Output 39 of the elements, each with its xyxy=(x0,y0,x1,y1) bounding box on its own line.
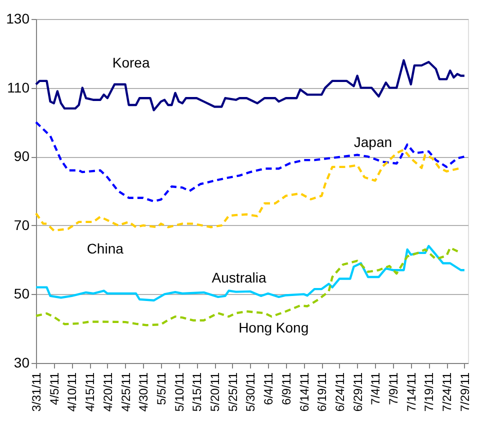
x-tick-label: 5/10/11 xyxy=(172,372,186,412)
x-tick-label: 5/15/11 xyxy=(190,372,204,412)
series-label: Japan xyxy=(354,134,392,150)
y-tick-label: 50 xyxy=(14,286,30,302)
x-tick-label: 6/19/11 xyxy=(315,372,330,412)
x-tick-label: 4/10/11 xyxy=(65,372,80,412)
y-tick-label: 130 xyxy=(6,10,30,26)
x-tick-label: 7/4/11 xyxy=(368,372,383,405)
x-tick-label: 5/20/11 xyxy=(208,372,222,412)
x-tick-label: 7/24/11 xyxy=(440,372,454,412)
x-tick-label: 4/20/11 xyxy=(100,372,115,412)
x-tick-label: 6/9/11 xyxy=(279,372,294,405)
x-tick-label: 7/29/11 xyxy=(458,372,472,412)
x-tick-label: 4/25/11 xyxy=(118,372,133,412)
x-tick-label: 4/5/11 xyxy=(47,372,62,405)
line-series xyxy=(34,59,466,112)
x-tick-label: 3/31/11 xyxy=(30,372,44,412)
x-tick-label: 7/14/11 xyxy=(404,372,418,412)
line-series xyxy=(34,121,466,202)
y-tick-label: 90 xyxy=(14,148,30,164)
x-tick-label: 6/4/11 xyxy=(262,372,276,405)
x-tick-label: 6/14/11 xyxy=(297,372,312,412)
x-tick-label: 7/9/11 xyxy=(386,372,401,405)
x-tick-label: 4/30/11 xyxy=(136,372,151,412)
y-tick-label: 30 xyxy=(14,354,30,370)
y-tick-label: 70 xyxy=(14,216,30,233)
series-label: China xyxy=(86,240,124,256)
series-label: Australia xyxy=(212,270,266,286)
line-series xyxy=(34,244,466,302)
x-tick-label: 7/19/11 xyxy=(422,372,436,412)
x-tick-label: 5/25/11 xyxy=(226,372,240,412)
x-tick-label: 6/24/11 xyxy=(332,372,347,412)
x-tick-label: 5/30/11 xyxy=(244,372,258,412)
x-tick-label: 6/29/11 xyxy=(350,372,365,412)
x-tick-label: 4/15/11 xyxy=(83,372,98,412)
series-label: Korea xyxy=(112,54,150,71)
series-label: Hong Kong xyxy=(238,320,309,336)
y-tick-label: 110 xyxy=(7,79,30,96)
x-tick-label: 5/5/11 xyxy=(154,372,168,405)
